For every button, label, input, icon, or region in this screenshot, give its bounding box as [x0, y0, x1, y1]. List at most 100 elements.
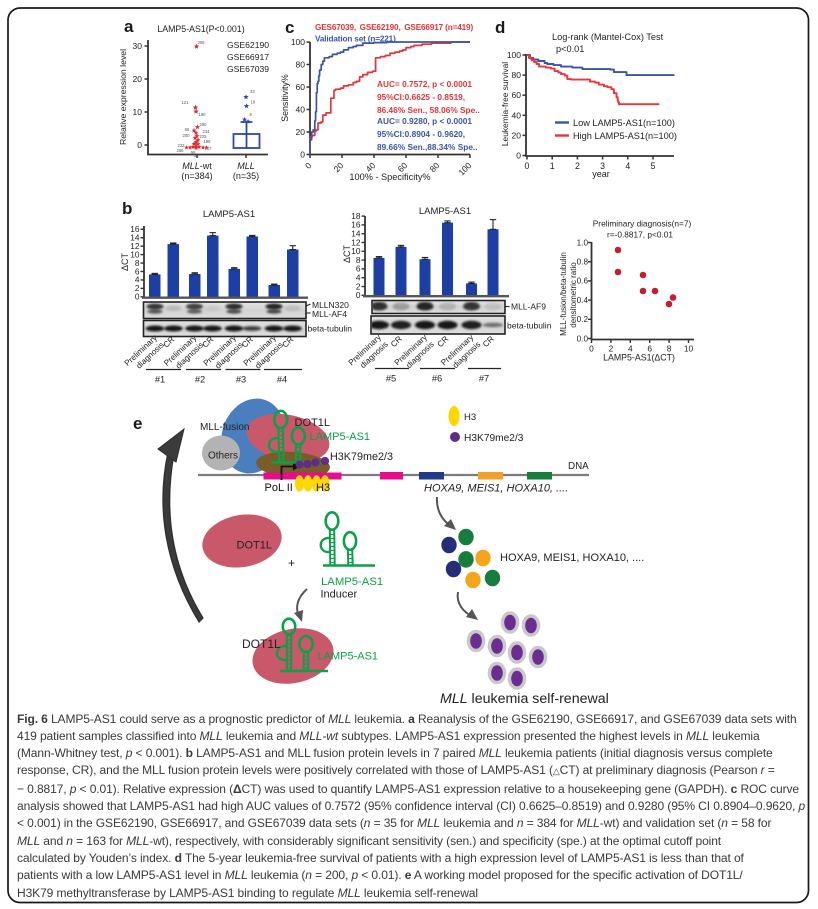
svg-text:GES67039, GSE62190, GSE66917: GES67039, GSE62190, GSE66917 (n=419) — [315, 23, 473, 32]
svg-text:Relative expression level: Relative expression level — [118, 49, 128, 145]
svg-text:30: 30 — [133, 41, 143, 51]
svg-text:#3: #3 — [236, 375, 246, 385]
svg-text:0: 0 — [303, 160, 314, 171]
svg-text:beta-tubulin: beta-tubulin — [308, 324, 353, 334]
svg-text:56: 56 — [194, 153, 199, 158]
svg-text:100: 100 — [291, 37, 305, 47]
svg-text:1.0: 1.0 — [577, 238, 589, 247]
svg-text:4: 4 — [135, 275, 140, 285]
svg-text:0: 0 — [300, 150, 305, 160]
svg-text:2: 2 — [356, 281, 361, 291]
svg-text:r=-0.8817, p<0.01: r=-0.8817, p<0.01 — [607, 230, 673, 240]
svg-text:#2: #2 — [195, 375, 205, 385]
svg-text:Leukemia-free survival: Leukemia-free survival — [500, 62, 510, 146]
svg-text:256: 256 — [177, 148, 185, 153]
svg-text:20: 20 — [332, 160, 346, 174]
svg-text:305: 305 — [198, 40, 206, 45]
svg-text:96: 96 — [191, 150, 196, 155]
svg-text:LAMP5-AS1(P<0.001): LAMP5-AS1(P<0.001) — [157, 24, 244, 34]
svg-text:10: 10 — [130, 249, 140, 259]
svg-text:8: 8 — [667, 344, 672, 354]
svg-text:0.8: 0.8 — [577, 258, 589, 267]
svg-text:LAMP5-AS1: LAMP5-AS1 — [203, 209, 255, 220]
svg-text:p<0.01: p<0.01 — [556, 44, 584, 54]
svg-text:MLL-AF9: MLL-AF9 — [511, 302, 546, 312]
svg-text:#5: #5 — [386, 374, 396, 384]
svg-text:LAMP5-AS1: LAMP5-AS1 — [321, 576, 383, 588]
svg-text:H3K79me2/3: H3K79me2/3 — [330, 451, 393, 463]
svg-text:GSE62190: GSE62190 — [227, 40, 269, 50]
svg-text:AUC= 0.7572, p < 0.0001: AUC= 0.7572, p < 0.0001 — [377, 79, 472, 89]
svg-text:0: 0 — [516, 151, 521, 161]
svg-text:a: a — [124, 17, 134, 36]
svg-text:66: 66 — [185, 127, 190, 132]
svg-text:10: 10 — [133, 107, 143, 117]
svg-text:LAMP5-AS1(ΔCT): LAMP5-AS1(ΔCT) — [603, 353, 675, 363]
svg-text:3: 3 — [600, 161, 605, 171]
svg-text:4: 4 — [356, 273, 361, 283]
svg-text:LAMP5-AS1: LAMP5-AS1 — [318, 651, 379, 663]
svg-text:290: 290 — [200, 122, 208, 127]
svg-text:GSE67039: GSE67039 — [227, 64, 269, 74]
svg-text:100: 100 — [456, 160, 473, 177]
svg-text:6: 6 — [356, 264, 361, 274]
svg-text:d: d — [495, 18, 505, 37]
svg-text:14: 14 — [351, 229, 361, 239]
svg-text:MLL-wt: MLL-wt — [182, 161, 212, 171]
svg-text:#1: #1 — [155, 375, 165, 385]
svg-text:Low LAMP5-AS1(n=100): Low LAMP5-AS1(n=100) — [573, 118, 675, 128]
svg-text:100% - Specificity%: 100% - Specificity% — [349, 172, 430, 182]
svg-text:beta-tubulin: beta-tubulin — [507, 321, 552, 331]
svg-text:234: 234 — [203, 129, 211, 134]
svg-text:10: 10 — [684, 344, 694, 354]
svg-text:2: 2 — [575, 161, 580, 171]
svg-text:60: 60 — [296, 82, 306, 92]
svg-text:33: 33 — [250, 89, 255, 94]
svg-text:MLL leukemia self-renewal: MLL leukemia self-renewal — [440, 691, 609, 707]
svg-text:MLLN320: MLLN320 — [312, 300, 349, 310]
svg-text:MLL: MLL — [237, 161, 255, 171]
svg-text:89.66% Sen.,88.34% Spe..: 89.66% Sen.,88.34% Spe.. — [377, 142, 478, 152]
svg-text:(n=35): (n=35) — [233, 171, 259, 181]
svg-text:DOT1L: DOT1L — [295, 417, 330, 429]
svg-text:107: 107 — [205, 146, 213, 151]
svg-text:95%CI:0.6625 - 0.8519,: 95%CI:0.6625 - 0.8519, — [377, 92, 465, 102]
svg-text:DOT1L: DOT1L — [242, 637, 281, 651]
svg-text:200: 200 — [183, 133, 191, 138]
svg-text:Validation set (n=221): Validation set (n=221) — [315, 35, 396, 44]
svg-text:40: 40 — [512, 110, 522, 120]
svg-text:CR: CR — [481, 334, 496, 349]
svg-text:DOT1L: DOT1L — [237, 540, 272, 552]
svg-text:1: 1 — [550, 161, 555, 171]
svg-text:#4: #4 — [277, 375, 287, 385]
svg-text:0: 0 — [525, 161, 530, 171]
svg-text:Inducer: Inducer — [321, 589, 358, 601]
svg-text:b: b — [122, 199, 132, 218]
svg-text:19: 19 — [251, 100, 256, 105]
svg-text:4: 4 — [625, 161, 630, 171]
svg-text:#7: #7 — [479, 374, 489, 384]
svg-text:CR: CR — [436, 334, 451, 349]
svg-text:6: 6 — [647, 344, 652, 354]
svg-text:HOXA9, MEIS1, HOXA10, ....: HOXA9, MEIS1, HOXA10, .... — [424, 483, 568, 495]
svg-text:0.4: 0.4 — [577, 296, 589, 305]
svg-text:year: year — [592, 169, 610, 179]
svg-text:80: 80 — [296, 60, 306, 70]
svg-text:8: 8 — [250, 112, 253, 117]
svg-text:ΔCT: ΔCT — [342, 244, 352, 263]
svg-text:HOXA9, MEIS1, HOXA10, ....: HOXA9, MEIS1, HOXA10, .... — [500, 552, 644, 564]
svg-text:LAMP5-AS1: LAMP5-AS1 — [310, 431, 371, 443]
svg-text:40: 40 — [296, 105, 306, 115]
svg-text:121: 121 — [182, 100, 190, 105]
svg-text:DNA: DNA — [568, 461, 589, 472]
svg-text:ΔCT: ΔCT — [120, 252, 130, 271]
svg-text:H3K79me2/3: H3K79me2/3 — [464, 433, 524, 444]
svg-text:16: 16 — [351, 220, 361, 230]
svg-text:0.0: 0.0 — [577, 334, 589, 343]
svg-text:0: 0 — [137, 140, 142, 150]
svg-text:(n=384): (n=384) — [181, 171, 212, 181]
svg-text:198: 198 — [204, 139, 212, 144]
svg-text:14: 14 — [130, 233, 140, 243]
svg-text:Preliminary diagnosis(n=7): Preliminary diagnosis(n=7) — [593, 219, 692, 229]
svg-text:MLL-fusion: MLL-fusion — [200, 422, 249, 433]
